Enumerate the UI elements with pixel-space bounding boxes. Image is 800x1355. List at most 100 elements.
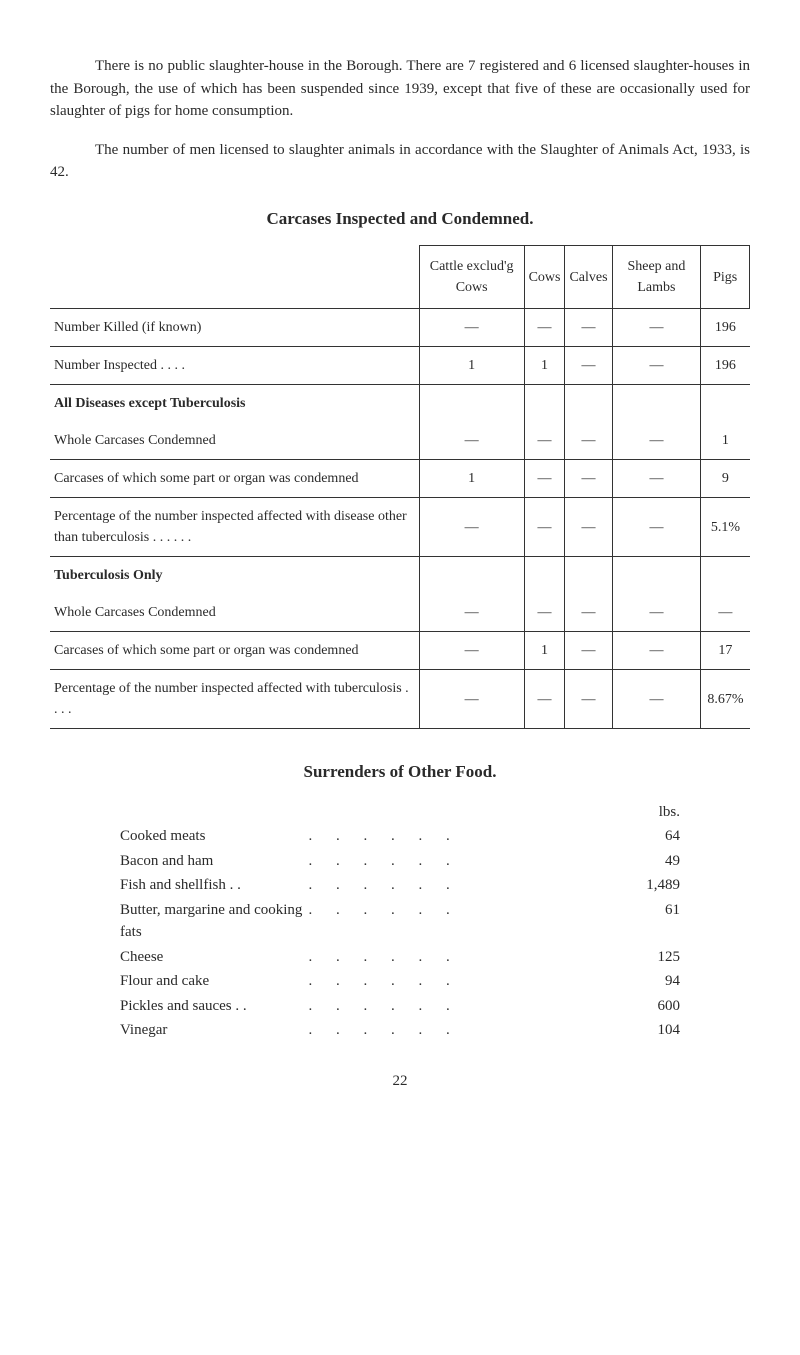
- list-item-dots: . . . . . .: [308, 899, 610, 922]
- table-row: Percentage of the number inspected affec…: [50, 498, 750, 557]
- list-item-value: 94: [610, 970, 680, 993]
- table-cell: —: [419, 498, 524, 557]
- row-label: Number Inspected . . . .: [50, 347, 419, 385]
- table-row: All Diseases except Tuberculosis: [50, 385, 750, 423]
- list-item-dots: . . . . . .: [308, 850, 610, 873]
- table-cell: —: [565, 347, 612, 385]
- surrenders-unit-label: lbs.: [610, 801, 680, 824]
- table-cell: —: [612, 670, 701, 729]
- table-cell: —: [701, 594, 750, 632]
- table-cell: 1: [419, 347, 524, 385]
- table-cell: —: [419, 309, 524, 347]
- col-header-pigs: Pigs: [701, 246, 750, 309]
- list-item-value: 125: [610, 946, 680, 969]
- table-cell: [565, 557, 612, 595]
- table-cell: 196: [701, 309, 750, 347]
- table-cell: —: [419, 632, 524, 670]
- table-cell: —: [612, 422, 701, 460]
- row-label: Tuberculosis Only: [50, 557, 419, 595]
- table-cell: 1: [419, 460, 524, 498]
- list-item-label: Fish and shellfish . .: [120, 874, 308, 897]
- table-cell: —: [419, 422, 524, 460]
- list-item: Pickles and sauces . .. . . . . .600: [120, 995, 680, 1018]
- table-cell: 17: [701, 632, 750, 670]
- table-cell: 196: [701, 347, 750, 385]
- list-item-label: Bacon and ham: [120, 850, 308, 873]
- row-label: All Diseases except Tuberculosis: [50, 385, 419, 423]
- list-item-label: Cheese: [120, 946, 308, 969]
- list-item-value: 61: [610, 899, 680, 922]
- row-label: Number Killed (if known): [50, 309, 419, 347]
- list-item-label: Vinegar: [120, 1019, 308, 1042]
- list-item-label: Cooked meats: [120, 825, 308, 848]
- table-cell: —: [612, 498, 701, 557]
- table-row: Whole Carcases Condemned————1: [50, 422, 750, 460]
- row-label: Carcases of which some part or organ was…: [50, 460, 419, 498]
- table-cell: 8.67%: [701, 670, 750, 729]
- table-cell: —: [565, 594, 612, 632]
- table-cell: —: [565, 422, 612, 460]
- list-item-dots: . . . . . .: [308, 874, 610, 897]
- table-cell: [524, 385, 565, 423]
- table-cell: 1: [524, 632, 565, 670]
- list-item-label: Butter, margarine and cooking fats: [120, 899, 308, 944]
- table-cell: [524, 557, 565, 595]
- table-cell: —: [524, 422, 565, 460]
- list-item: Cheese. . . . . .125: [120, 946, 680, 969]
- table-row: Number Killed (if known)————196: [50, 309, 750, 347]
- list-item: Vinegar. . . . . .104: [120, 1019, 680, 1042]
- table-cell: —: [419, 594, 524, 632]
- table-cell: [565, 385, 612, 423]
- table-cell: —: [524, 309, 565, 347]
- table-cell: [419, 385, 524, 423]
- section-head: All Diseases except Tuberculosis: [54, 396, 245, 411]
- row-label: Whole Carcases Condemned: [50, 422, 419, 460]
- col-header-cattle: Cattle exclud'g Cows: [419, 246, 524, 309]
- table-cell: —: [565, 670, 612, 729]
- table-row: Whole Carcases Condemned—————: [50, 594, 750, 632]
- list-item-value: 104: [610, 1019, 680, 1042]
- carcases-table: Cattle exclud'g Cows Cows Calves Sheep a…: [50, 245, 750, 729]
- table-cell: —: [612, 632, 701, 670]
- table-cell: 5.1%: [701, 498, 750, 557]
- list-item: Butter, margarine and cooking fats. . . …: [120, 899, 680, 944]
- surrenders-title: Surrenders of Other Food.: [50, 759, 750, 785]
- table-cell: —: [565, 498, 612, 557]
- table-cell: —: [612, 460, 701, 498]
- list-item: Flour and cake. . . . . .94: [120, 970, 680, 993]
- table-cell: [612, 385, 701, 423]
- row-label: Carcases of which some part or organ was…: [50, 632, 419, 670]
- table-cell: 9: [701, 460, 750, 498]
- table-cell: —: [565, 309, 612, 347]
- list-item-value: 64: [610, 825, 680, 848]
- col-header-cows: Cows: [524, 246, 565, 309]
- table-row: Carcases of which some part or organ was…: [50, 632, 750, 670]
- list-item-dots: . . . . . .: [308, 825, 610, 848]
- row-label: Percentage of the number inspected affec…: [50, 670, 419, 729]
- table-cell: —: [419, 670, 524, 729]
- list-item-value: 1,489: [610, 874, 680, 897]
- table-cell: —: [524, 594, 565, 632]
- list-item-dots: . . . . . .: [308, 995, 610, 1018]
- list-item: Bacon and ham. . . . . .49: [120, 850, 680, 873]
- table-cell: —: [524, 670, 565, 729]
- table-cell: —: [565, 632, 612, 670]
- table-cell: [612, 557, 701, 595]
- table-cell: —: [524, 460, 565, 498]
- row-label: Percentage of the number inspected affec…: [50, 498, 419, 557]
- list-item-dots: . . . . . .: [308, 946, 610, 969]
- list-item: Fish and shellfish . .. . . . . .1,489: [120, 874, 680, 897]
- table-row: Carcases of which some part or organ was…: [50, 460, 750, 498]
- list-item-label: Flour and cake: [120, 970, 308, 993]
- table-cell: 1: [524, 347, 565, 385]
- carcases-table-title: Carcases Inspected and Condemned.: [50, 206, 750, 232]
- list-item-label: Pickles and sauces . .: [120, 995, 308, 1018]
- row-label: Whole Carcases Condemned: [50, 594, 419, 632]
- table-row: Percentage of the number inspected affec…: [50, 670, 750, 729]
- list-item-value: 49: [610, 850, 680, 873]
- table-stub-header: [50, 246, 419, 309]
- list-item-dots: . . . . . .: [308, 1019, 610, 1042]
- table-cell: [701, 385, 750, 423]
- intro-paragraph-1: There is no public slaughter-house in th…: [50, 55, 750, 123]
- table-row: Tuberculosis Only: [50, 557, 750, 595]
